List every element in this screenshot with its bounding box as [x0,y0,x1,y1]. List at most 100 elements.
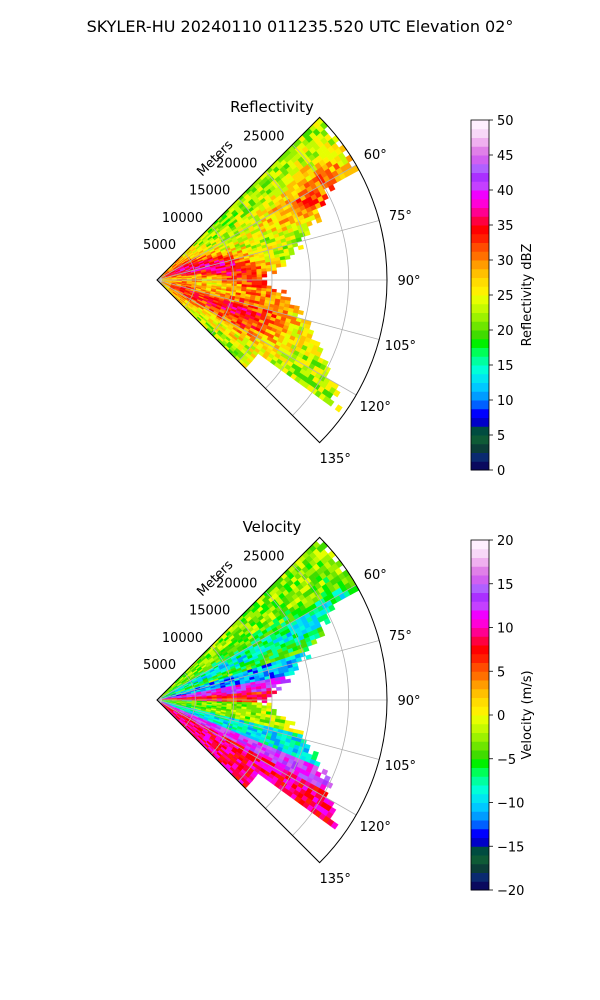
angle-tick-label: 105° [385,759,416,774]
colorbar-swatch [471,251,489,261]
colorbar-swatch [471,741,489,751]
radar-cell [270,684,277,689]
colorbar-swatch [471,785,489,795]
radar-cell [266,702,273,707]
colorbar-swatch [471,190,489,200]
colorbar-swatch [471,408,489,418]
panel-title: Reflectivity [230,98,314,116]
angle-tick-label: 90° [397,694,420,709]
angle-tick-label: 135° [320,452,351,467]
radar-cell [261,693,268,698]
radar-cell [266,693,273,698]
radar-cell [271,690,278,695]
colorbar-swatch [471,400,489,410]
radar-cell [246,274,253,278]
radar-cell [256,274,263,278]
colorbar-swatch [471,198,489,208]
colorbar-swatch [471,216,489,226]
radar-cell [289,720,296,726]
radar-cell [284,255,291,260]
colorbar-swatch [471,242,489,252]
colorbar-swatch [471,688,489,698]
radar-cell [261,691,268,695]
colorbar-swatch [471,417,489,427]
colorbar-label: Velocity (m/s) [520,670,535,759]
radar-cell [241,695,248,699]
colorbar-swatch [471,155,489,165]
colorbar-swatch [471,295,489,305]
colorbar-swatch [471,837,489,847]
radar-cell [334,404,343,413]
radar-cell [261,273,268,278]
colorbar-swatch [471,207,489,217]
colorbar-swatch [471,225,489,235]
colorbar-swatch [471,671,489,681]
radar-cell [266,267,272,272]
colorbar-swatch [471,347,489,357]
colorbar-swatch [471,557,489,567]
colorbar-swatch [471,443,489,453]
radar-cell [304,230,311,237]
colorbar-swatch [471,750,489,760]
radar-cell [306,220,313,227]
colorbar-swatch [471,706,489,716]
colorbar-tick-label: 50 [497,114,514,129]
range-tick-label: 10000 [162,211,203,226]
colorbar-swatch [471,540,489,550]
colorbar-tick-label: 25 [497,289,514,304]
colorbar-tick-label: 20 [497,324,514,339]
radar-cell [275,263,282,268]
radar-cell [221,276,228,279]
colorbar-swatch [471,828,489,838]
radar-cell [297,309,304,316]
angle-tick-label: 60° [364,568,387,583]
panel-title: Velocity [243,518,302,536]
angle-tick-label: 120° [360,400,391,415]
radar-cell [231,275,238,279]
colorbar-swatch [471,802,489,812]
radar-field [160,540,360,830]
colorbar-swatch [471,260,489,270]
colorbar-tick-label: 5 [497,665,505,680]
colorbar-swatch [471,776,489,786]
radar-cell [281,289,287,294]
colorbar-label: Reflectivity dBZ [520,244,535,347]
radar-cell [256,279,263,283]
colorbar-tick-label: 30 [497,254,514,269]
colorbar-swatch [471,723,489,733]
colorbar-swatch [471,767,489,777]
colorbar-swatch [471,321,489,331]
range-tick-label: 10000 [162,631,203,646]
colorbar-swatch [471,601,489,611]
radar-cell [221,696,228,699]
range-tick-label: 25000 [243,129,284,144]
colorbar-swatch [471,286,489,296]
range-tick-label: 25000 [243,549,284,564]
colorbar-swatch [471,575,489,585]
colorbar-swatch [471,452,489,462]
colorbar-tick-label: 10 [497,394,514,409]
colorbar-swatch [471,137,489,147]
colorbar-swatch [471,680,489,690]
radar-cell [256,694,263,698]
colorbar-swatch [471,373,489,383]
colorbar-swatch [471,758,489,768]
radar-cell [256,277,263,281]
colorbar-swatch [471,120,489,130]
colorbar-tick-label: 40 [497,184,514,199]
colorbar-swatch [471,461,489,471]
colorbar-swatch [471,365,489,375]
colorbar-tick-label: 10 [497,622,514,637]
colorbar-swatch [471,592,489,602]
colorbar-tick-label: 0 [497,709,505,724]
colorbar-tick-label: −10 [497,797,524,812]
radar-cell [292,665,300,672]
radar-cell [256,697,263,701]
colorbar-tick-label: 15 [497,359,514,374]
radar-cell [288,670,295,676]
colorbar-swatch [471,855,489,865]
colorbar-swatch [471,426,489,436]
colorbar-tick-label: −15 [497,840,524,855]
colorbar-swatch [471,645,489,655]
